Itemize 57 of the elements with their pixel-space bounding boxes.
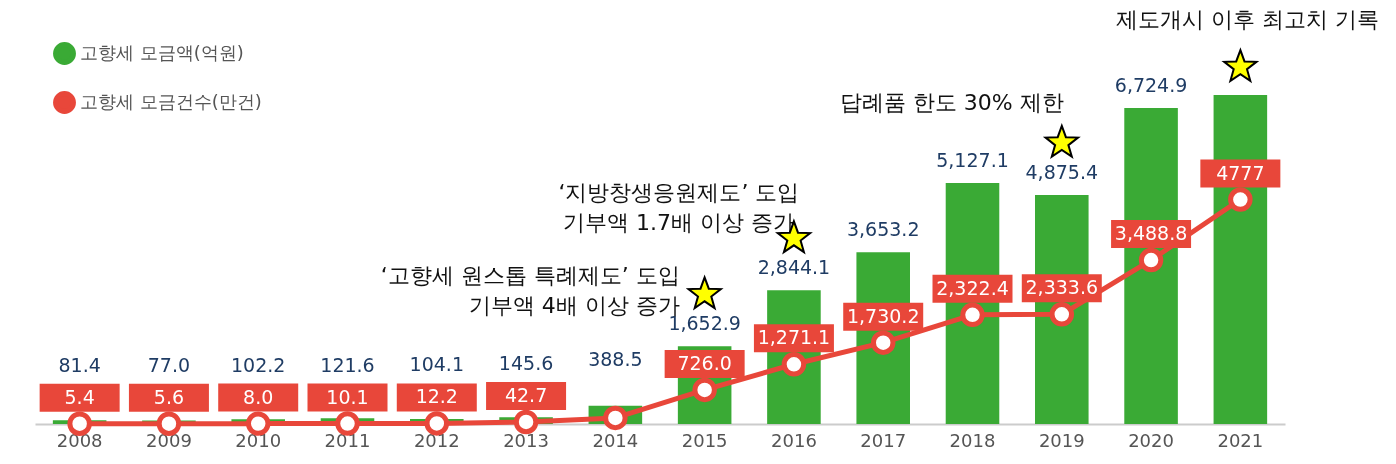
- point: [335, 411, 360, 436]
- data-label: 5.4: [64, 385, 95, 408]
- data-label: 81.4: [58, 353, 101, 376]
- data-label: 4,875.4: [1025, 160, 1099, 183]
- point: [1228, 187, 1253, 212]
- data-label: 5.6: [153, 385, 185, 408]
- data-label: 1,271.1: [757, 326, 831, 349]
- data-label: 104.1: [409, 353, 464, 376]
- data-label: 42.7: [504, 383, 548, 406]
- data-label: 726.0: [677, 351, 732, 374]
- x-tick-label: 2018: [949, 429, 996, 451]
- point: [1049, 302, 1075, 327]
- point: [424, 411, 450, 436]
- data-label: 10.1: [326, 385, 369, 408]
- data-label: 2,844.1: [757, 256, 831, 279]
- x-tick-label: 2009: [146, 429, 192, 451]
- data-label: 102.2: [231, 353, 286, 376]
- x-tick-label: 2016: [771, 429, 817, 451]
- x-tick-label: 2011: [324, 429, 371, 451]
- x-tick-label: 2019: [1038, 429, 1085, 451]
- point: [513, 409, 539, 435]
- data-label: 12.2: [415, 385, 458, 408]
- x-tick-label: 2020: [1128, 429, 1174, 451]
- point: [781, 352, 807, 377]
- x-tick-label: 2021: [1217, 429, 1264, 451]
- data-label: 3,488.8: [1114, 222, 1188, 245]
- point: [156, 411, 182, 436]
- annotation: ‘지방창생응원제도’ 도입 기부액 1.7배 이상 증가: [558, 180, 800, 236]
- x-tick-label: 2010: [235, 429, 282, 451]
- x-tick-label: 2017: [860, 429, 907, 451]
- data-label: 8.0: [243, 385, 274, 408]
- x-tick-label: 2013: [503, 429, 549, 451]
- x-tick-label: 2014: [592, 429, 639, 451]
- data-label: 121.6: [320, 353, 375, 376]
- legend-label: 고향세 모금건수(만건): [80, 90, 262, 112]
- point: [603, 405, 628, 431]
- point: [1138, 247, 1164, 273]
- legend-label: 고향세 모금액(억원): [80, 41, 244, 63]
- point: [960, 302, 985, 328]
- annotation: 답례품 한도 30% 제한: [839, 89, 1064, 115]
- x-tick-label: 2008: [56, 429, 103, 451]
- text: 제도개시 이후 최고치 기록: [1115, 7, 1379, 33]
- data-label: 4777: [1216, 161, 1265, 184]
- data-label: 2,333.6: [1025, 276, 1099, 299]
- point: [870, 330, 896, 355]
- data-label: 145.6: [498, 351, 554, 374]
- x-tick-label: 2015: [681, 429, 728, 451]
- point: [245, 411, 271, 436]
- data-label: 3,653.2: [846, 218, 920, 241]
- data-label: 2,322.4: [936, 276, 1009, 299]
- point: [67, 411, 92, 436]
- data-label: 6,724.9: [1114, 73, 1188, 96]
- data-label: 388.5: [588, 347, 643, 370]
- data-label: 77.0: [147, 353, 191, 376]
- data-label: 5,127.1: [936, 149, 1009, 172]
- x-tick-label: 2012: [413, 429, 460, 451]
- data-label: 1,730.2: [846, 304, 920, 327]
